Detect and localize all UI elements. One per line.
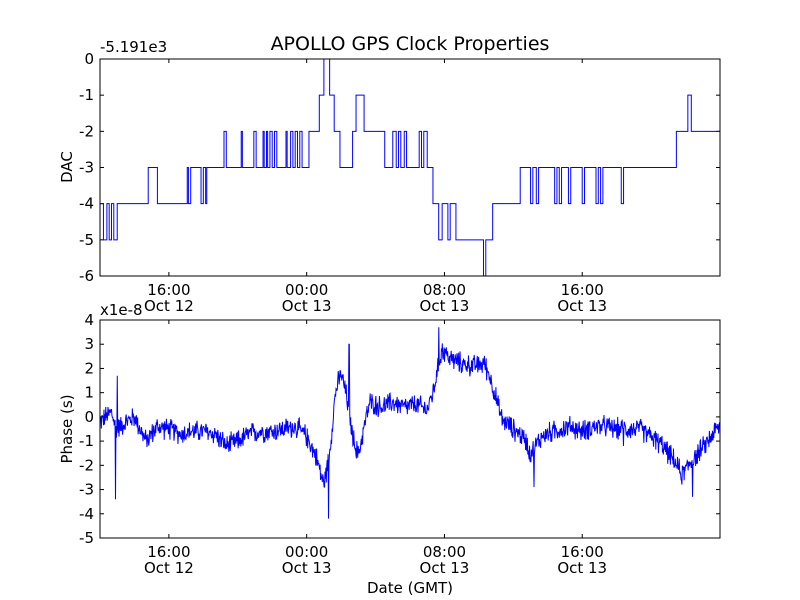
chart-title: APOLLO GPS Clock Properties xyxy=(271,33,550,55)
phase-x-tick-time: 08:00 xyxy=(423,543,466,561)
dac-plot-frame xyxy=(99,58,721,277)
dac-x-tick-date: Oct 13 xyxy=(420,297,470,315)
phase-series-group xyxy=(99,327,721,519)
dac-x-tick-date: Oct 13 xyxy=(282,297,332,315)
phase-y-tick-label: 3 xyxy=(84,335,94,353)
phase-subplot: x1e-8 Phase (s) 43210-1-2-3-4-516:00Oct … xyxy=(58,301,721,597)
phase-x-tick-time: 16:00 xyxy=(561,543,604,561)
dac-y-tick-label: -5 xyxy=(79,231,94,249)
phase-x-tick-date: Oct 12 xyxy=(144,559,194,577)
phase-y-tick-label: -5 xyxy=(79,529,94,547)
dac-y-tick-label: -3 xyxy=(79,159,94,177)
phase-y-tick-label: 0 xyxy=(84,408,94,426)
dac-y-tick-label: -6 xyxy=(79,267,94,285)
dac-x-tick-date: Oct 13 xyxy=(557,297,607,315)
dac-x-tick-date: Oct 12 xyxy=(144,297,194,315)
dac-x-tick-time: 08:00 xyxy=(423,281,466,299)
phase-y-tick-label: -1 xyxy=(79,432,94,450)
phase-x-tick-time: 16:00 xyxy=(147,543,190,561)
dac-y-tick-label: -1 xyxy=(79,86,94,104)
phase-series-line xyxy=(99,327,721,519)
dac-series-group xyxy=(100,58,720,277)
dac-x-tick-time: 00:00 xyxy=(285,281,328,299)
phase-plot-frame xyxy=(99,319,721,539)
dac-x-tick-time: 16:00 xyxy=(147,281,190,299)
phase-y-tick-label: 2 xyxy=(84,359,94,377)
dac-series-line xyxy=(100,58,720,277)
phase-y-tick-label: -2 xyxy=(79,456,94,474)
dac-y-tick-label: 0 xyxy=(84,50,94,68)
phase-y-axis-label: Phase (s) xyxy=(58,394,76,463)
phase-y-tick-label: -3 xyxy=(79,481,94,499)
dac-y-tick-label: -2 xyxy=(79,122,94,140)
dac-offset-label: -5.191e3 xyxy=(100,38,167,56)
phase-x-tick-date: Oct 13 xyxy=(420,559,470,577)
phase-offset-label: x1e-8 xyxy=(100,301,143,319)
phase-y-tick-label: 1 xyxy=(84,384,94,402)
phase-y-tick-label: -4 xyxy=(79,505,94,523)
phase-y-tick-label: 4 xyxy=(84,311,94,329)
phase-x-axis-label: Date (GMT) xyxy=(367,579,453,597)
phase-x-tick-date: Oct 13 xyxy=(557,559,607,577)
phase-x-tick-time: 00:00 xyxy=(285,543,328,561)
phase-x-tick-date: Oct 13 xyxy=(282,559,332,577)
dac-x-tick-time: 16:00 xyxy=(561,281,604,299)
dac-y-axis-label: DAC xyxy=(58,151,76,183)
dac-y-tick-label: -4 xyxy=(79,195,94,213)
